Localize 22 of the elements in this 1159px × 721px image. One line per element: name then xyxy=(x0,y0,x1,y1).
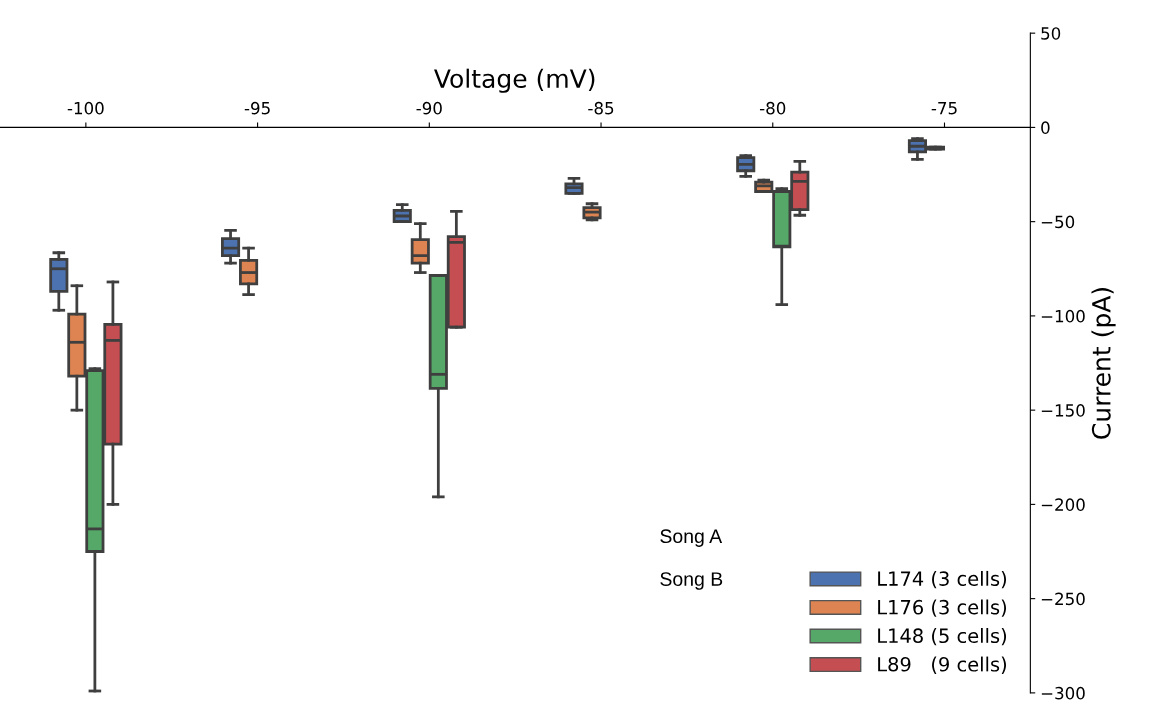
legend-label: L148 (5 cells) xyxy=(878,628,1007,646)
legend-label: L174 (3 cells) xyxy=(878,570,1007,589)
legend-label: L89 (9 cells) xyxy=(878,656,1007,674)
y-tick-label: −50 xyxy=(1041,215,1075,229)
y-tick-label: −200 xyxy=(1041,498,1085,511)
y-tick-label: −250 xyxy=(1041,592,1085,606)
x-tick-label: -95 xyxy=(244,101,270,115)
x-tick-label: -75 xyxy=(931,102,957,115)
x-tick-label: -80 xyxy=(759,101,786,115)
y-tick-label: 50 xyxy=(1041,27,1061,40)
x-tick-label: -90 xyxy=(416,101,442,115)
y-tick-label: −300 xyxy=(1041,686,1085,700)
y-tick-label: −100 xyxy=(1041,309,1085,323)
x-tick-label: -85 xyxy=(588,101,614,115)
x-axis-title: Voltage (mV) xyxy=(434,68,595,93)
y-tick-label: −150 xyxy=(1041,404,1085,417)
y-axis-title: Current (pA) xyxy=(1091,288,1116,439)
y-tick-label: 0 xyxy=(1041,121,1050,134)
legend-label: L176 (3 cells) xyxy=(878,599,1007,617)
annotation: Song A xyxy=(660,529,723,547)
annotation: Song B xyxy=(660,572,723,590)
x-tick-label: -100 xyxy=(67,101,104,115)
